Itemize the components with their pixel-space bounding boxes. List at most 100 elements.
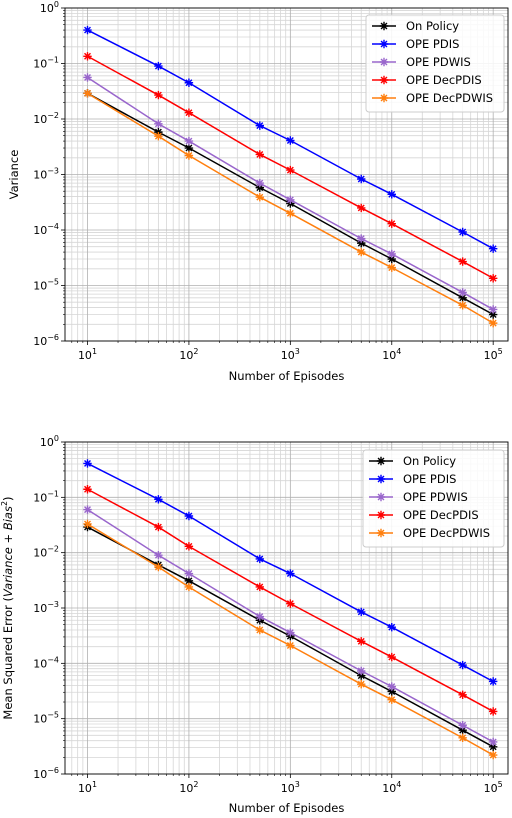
data-point [83, 485, 92, 494]
data-point [286, 569, 295, 578]
data-point [387, 249, 396, 259]
y-tick-label: 10−2 [33, 111, 59, 126]
data-point [357, 203, 366, 213]
legend-box [365, 14, 505, 113]
data-point [357, 637, 366, 646]
data-point [255, 183, 265, 192]
data-point [184, 511, 194, 521]
data-point [387, 263, 396, 272]
x-tick-label: 103 [281, 347, 300, 362]
series-ope-pdwis [83, 505, 498, 747]
data-point [387, 695, 396, 704]
data-point [255, 150, 265, 159]
data-point [184, 136, 194, 146]
legend-label: OPE PDIS [403, 472, 456, 486]
legend: On Policy OPE PDIS OPE PDWIS OPE DecPDIS OPE… [365, 14, 505, 113]
legend-item: OPE DecPDWIS [369, 526, 490, 540]
chart-panel-1: 101 102 103 104 105 100 10−1 10−2 10−3 10−4 10−5 10… [7, 0, 509, 383]
y-tick-label: 10−1 [33, 56, 59, 71]
series-ope-pdis [83, 459, 498, 686]
data-point [154, 90, 163, 100]
data-point [488, 750, 498, 760]
data-point [488, 677, 498, 686]
data-point [376, 456, 386, 466]
data-point [387, 622, 396, 632]
data-point [357, 238, 366, 248]
data-point [357, 607, 366, 617]
data-point [488, 318, 498, 328]
data-point [458, 725, 467, 735]
data-point [379, 75, 389, 85]
y-tick-label: 10−4 [33, 655, 59, 670]
legend-label: OPE DecPDWIS [403, 526, 490, 540]
legend: On Policy OPE PDIS OPE PDWIS OPE DecPDIS OPE… [362, 449, 505, 548]
y-tick-label: 10−3 [33, 167, 59, 182]
data-point [376, 474, 386, 484]
y-tick-label: 10−1 [33, 489, 59, 504]
data-point [488, 244, 498, 253]
data-point [458, 257, 467, 266]
data-point [357, 679, 366, 689]
x-tick-label: 104 [382, 347, 401, 362]
data-point [488, 274, 498, 283]
data-point [357, 234, 366, 243]
data-point [379, 57, 389, 67]
data-point [286, 209, 295, 218]
series-ope-decpdwis [83, 519, 498, 760]
data-point [154, 61, 163, 71]
data-point [255, 178, 265, 188]
data-point [387, 254, 396, 264]
data-point [184, 78, 194, 87]
data-point [184, 542, 194, 551]
data-point [184, 108, 194, 117]
data-point [387, 190, 396, 199]
data-point [83, 89, 92, 98]
data-point [154, 562, 163, 572]
data-point [184, 143, 194, 153]
data-point [184, 569, 194, 578]
x-tick-label: 104 [382, 780, 401, 795]
data-point [255, 625, 265, 635]
y-tick-label: 10−5 [33, 711, 59, 726]
data-point [488, 737, 498, 747]
data-point [387, 682, 396, 691]
data-point [83, 73, 92, 82]
y-tick-label: 10−3 [33, 600, 59, 615]
data-point [357, 174, 366, 184]
data-point [286, 165, 295, 175]
data-point [286, 599, 295, 608]
data-point [458, 733, 467, 743]
y-tick-label: 10−5 [33, 278, 59, 293]
series-ope-decpdis [83, 52, 498, 283]
x-tick-label: 101 [78, 347, 97, 362]
data-point [357, 247, 366, 257]
data-point [255, 192, 265, 202]
x-axis-label: Number of Episodes [229, 801, 345, 815]
legend-item: OPE DecPDWIS [372, 91, 493, 105]
y-tick-label: 10−6 [33, 766, 59, 781]
legend-item: OPE PDIS [369, 472, 456, 486]
data-point [357, 666, 366, 676]
data-point [255, 121, 265, 130]
chart-panel-2: 101 102 103 104 105 100 10−1 10−2 10−3 10−4 10−5 10… [0, 434, 509, 815]
legend-label: On Policy [403, 454, 456, 468]
legend-label: OPE PDWIS [403, 490, 468, 504]
data-point [488, 707, 498, 716]
data-point [286, 641, 295, 650]
legend-label: OPE DecPDIS [403, 508, 479, 522]
data-point [376, 528, 386, 538]
data-point [458, 660, 467, 670]
series-ope-pdwis [83, 73, 498, 314]
legend-label: OPE DecPDIS [406, 73, 482, 87]
data-point [83, 505, 92, 514]
y-tick-label: 10−6 [33, 333, 59, 348]
data-point [286, 136, 295, 145]
legend-item: OPE PDIS [372, 37, 459, 51]
data-point [387, 652, 396, 662]
legend-label: OPE PDWIS [406, 55, 471, 69]
data-point [184, 151, 194, 160]
legend-label: OPE PDIS [406, 37, 459, 51]
x-tick-label: 101 [78, 780, 97, 795]
data-point [387, 687, 396, 696]
